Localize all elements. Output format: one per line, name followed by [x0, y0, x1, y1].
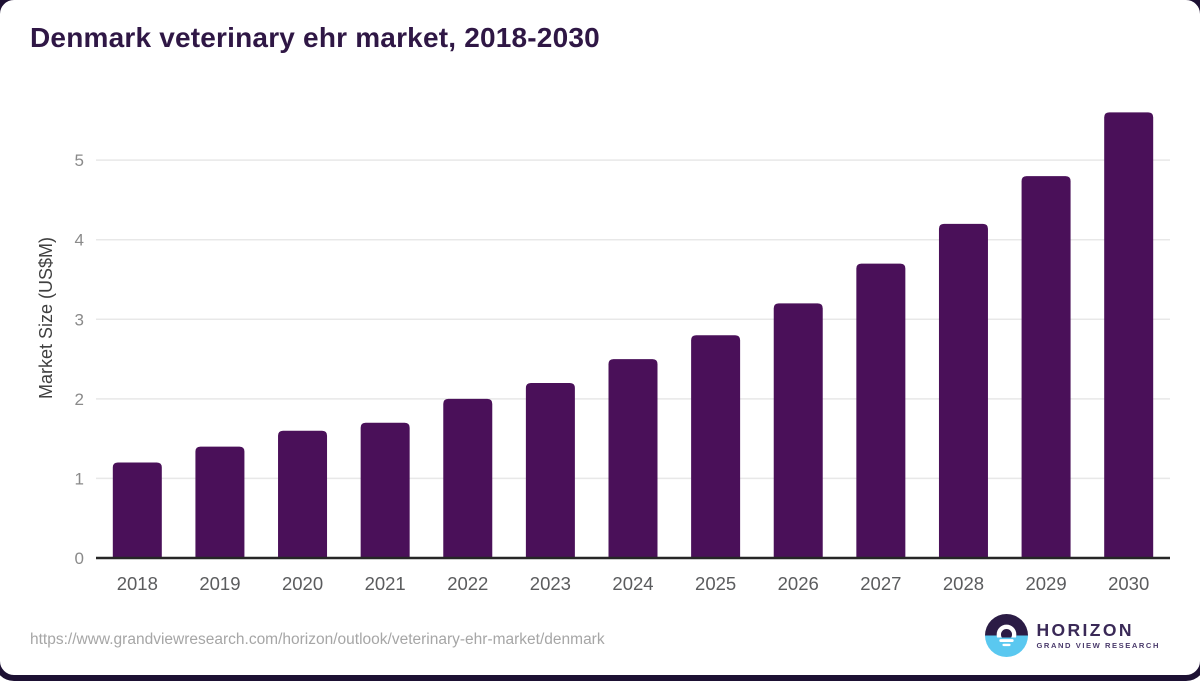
bar-2028	[938, 223, 988, 558]
xtick-2026: 2026	[778, 573, 819, 594]
logo-sun-ring	[997, 624, 1017, 638]
logo-subtitle: GRAND VIEW RESEARCH	[1036, 641, 1160, 651]
horizon-logo-text: HORIZON GRAND VIEW RESEARCH	[1036, 619, 1160, 651]
bar-2019	[195, 446, 245, 558]
xtick-2021: 2021	[365, 573, 406, 594]
bar-2025	[691, 335, 741, 558]
ytick-5: 5	[75, 151, 84, 170]
bar-2030	[1104, 112, 1154, 558]
ytick-0: 0	[75, 549, 84, 568]
ytick-4: 4	[75, 231, 84, 250]
xtick-2019: 2019	[199, 573, 240, 594]
ytick-3: 3	[75, 310, 84, 329]
xtick-2025: 2025	[695, 573, 736, 594]
bar-2020	[278, 430, 328, 558]
xtick-2023: 2023	[530, 573, 571, 594]
bar-series	[112, 112, 1154, 558]
xtick-2022: 2022	[447, 573, 488, 594]
bar-2023	[525, 382, 575, 558]
bar-2021	[360, 422, 410, 558]
logo-reflection-1	[999, 639, 1015, 642]
bar-2027	[856, 263, 906, 558]
logo-sea	[985, 635, 1029, 657]
bar-2022	[443, 398, 493, 558]
xtick-2027: 2027	[860, 573, 901, 594]
x-axis-tick-labels: 2018 2019 2020 2021 2022 2023 2024 2025 2026 2027…	[117, 573, 1150, 594]
bar-2026	[773, 303, 823, 558]
xtick-2020: 2020	[282, 573, 323, 594]
xtick-2028: 2028	[943, 573, 984, 594]
horizon-logo: HORIZON GRAND VIEW RESEARCH	[985, 614, 1160, 657]
logo-reflection-2	[1002, 643, 1012, 647]
bar-2018	[112, 462, 162, 558]
source-url: https://www.grandviewresearch.com/horizo…	[30, 631, 605, 648]
chart-title: Denmark veterinary ehr market, 2018-2030	[30, 22, 600, 53]
xtick-2018: 2018	[117, 573, 158, 594]
xtick-2030: 2030	[1108, 573, 1149, 594]
y-axis-tick-labels: 0 1 2 3 4 5	[75, 151, 84, 568]
ytick-1: 1	[75, 469, 84, 488]
horizon-logo-icon	[985, 614, 1029, 657]
ytick-2: 2	[75, 390, 84, 409]
logo-brand-name: HORIZON	[1036, 619, 1134, 640]
bar-2029	[1021, 176, 1071, 558]
xtick-2024: 2024	[612, 573, 653, 594]
xtick-2029: 2029	[1025, 573, 1066, 594]
bar-2024	[608, 359, 658, 558]
y-axis-title: Market Size (US$M)	[36, 237, 56, 399]
